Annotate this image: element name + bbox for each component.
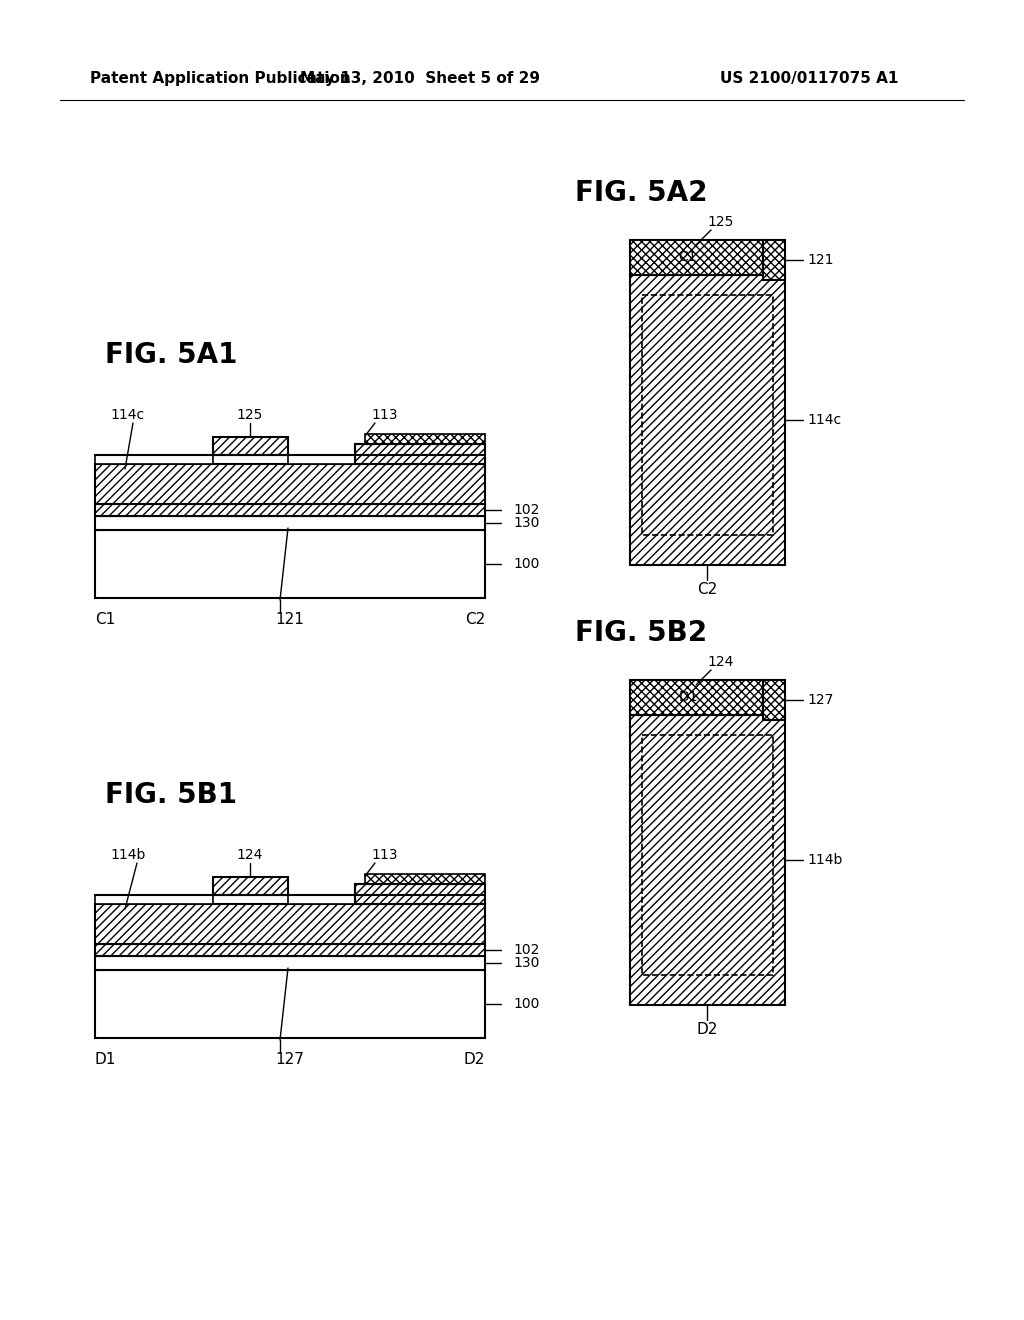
Text: US 2100/0117075 A1: US 2100/0117075 A1 bbox=[720, 70, 898, 86]
Bar bbox=[95, 956, 485, 970]
Text: 130: 130 bbox=[513, 956, 540, 970]
Bar bbox=[630, 275, 785, 565]
Text: D1: D1 bbox=[678, 690, 697, 704]
Text: 124: 124 bbox=[237, 847, 263, 862]
Text: C1: C1 bbox=[679, 249, 697, 264]
Bar bbox=[95, 516, 485, 531]
Bar bbox=[95, 455, 213, 465]
Bar bbox=[642, 735, 773, 975]
Text: May 13, 2010  Sheet 5 of 29: May 13, 2010 Sheet 5 of 29 bbox=[300, 70, 540, 86]
Bar bbox=[213, 876, 288, 895]
Text: 114c: 114c bbox=[110, 408, 144, 422]
Text: 121: 121 bbox=[275, 612, 304, 627]
Text: 130: 130 bbox=[513, 516, 540, 531]
Bar bbox=[95, 531, 485, 598]
Bar bbox=[630, 715, 785, 1005]
Bar bbox=[95, 904, 485, 944]
Text: D2: D2 bbox=[464, 1052, 485, 1068]
Text: 113: 113 bbox=[372, 408, 398, 422]
Bar bbox=[355, 444, 485, 465]
Text: 121: 121 bbox=[807, 253, 834, 267]
Text: 125: 125 bbox=[237, 408, 263, 422]
Bar bbox=[763, 680, 785, 719]
Bar bbox=[355, 884, 485, 904]
Bar bbox=[95, 895, 213, 904]
Bar bbox=[365, 434, 485, 444]
Bar bbox=[763, 240, 785, 280]
Text: 102: 102 bbox=[513, 503, 540, 517]
Text: D1: D1 bbox=[95, 1052, 117, 1068]
Bar bbox=[642, 294, 773, 535]
Text: C1: C1 bbox=[95, 612, 116, 627]
Text: C2: C2 bbox=[465, 612, 485, 627]
Text: FIG. 5A2: FIG. 5A2 bbox=[575, 180, 708, 207]
Text: C2: C2 bbox=[697, 582, 717, 598]
Text: D2: D2 bbox=[696, 1023, 718, 1038]
Text: 114c: 114c bbox=[807, 413, 841, 426]
Text: FIG. 5B1: FIG. 5B1 bbox=[105, 781, 237, 809]
Text: FIG. 5B2: FIG. 5B2 bbox=[575, 619, 708, 647]
Text: 100: 100 bbox=[513, 997, 540, 1011]
Text: FIG. 5A1: FIG. 5A1 bbox=[105, 341, 238, 370]
Bar bbox=[288, 895, 355, 904]
Text: 100: 100 bbox=[513, 557, 540, 572]
Text: 127: 127 bbox=[275, 1052, 304, 1068]
Bar bbox=[95, 970, 485, 1038]
Bar bbox=[213, 437, 288, 455]
Text: 114b: 114b bbox=[110, 847, 145, 862]
Bar bbox=[95, 465, 485, 504]
Text: 102: 102 bbox=[513, 942, 540, 957]
Text: 124: 124 bbox=[708, 655, 734, 669]
Bar bbox=[630, 680, 763, 715]
Bar bbox=[288, 455, 355, 465]
Text: 127: 127 bbox=[807, 693, 834, 708]
Bar bbox=[95, 504, 485, 516]
Text: 125: 125 bbox=[708, 215, 734, 228]
Bar bbox=[365, 874, 485, 884]
Text: 114b: 114b bbox=[807, 853, 843, 867]
Text: 113: 113 bbox=[372, 847, 398, 862]
Bar bbox=[95, 944, 485, 956]
Text: Patent Application Publication: Patent Application Publication bbox=[90, 70, 351, 86]
Bar bbox=[630, 240, 763, 275]
